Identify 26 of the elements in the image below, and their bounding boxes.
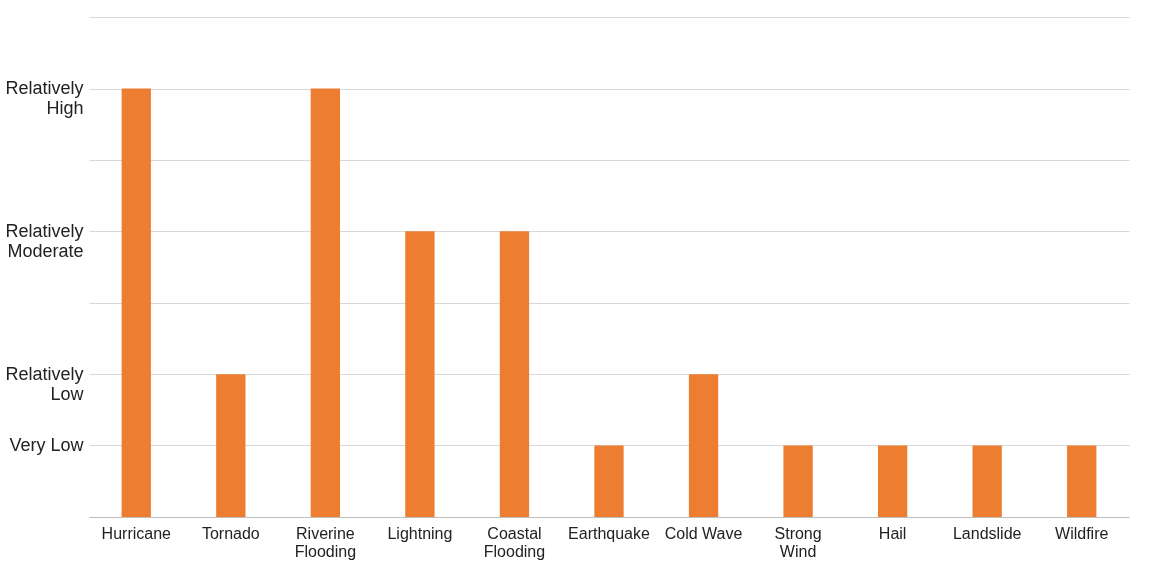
x-tick-label: Riverine Flooding bbox=[294, 524, 357, 560]
bar bbox=[972, 445, 1002, 517]
ref-line-label: Very Low bbox=[9, 434, 85, 455]
x-tick-label: Lightning bbox=[387, 524, 453, 542]
bar bbox=[405, 231, 435, 517]
bar bbox=[310, 88, 341, 517]
ref-line-label: Relatively Low bbox=[5, 363, 85, 404]
x-tick-label: Hail bbox=[878, 524, 907, 542]
bar bbox=[121, 88, 151, 517]
x-tick-label: Cold Wave bbox=[664, 524, 743, 542]
bar bbox=[594, 445, 624, 517]
x-tick-label: Hurricane bbox=[101, 524, 172, 542]
x-tick-label: Earthquake bbox=[568, 524, 651, 542]
bar bbox=[1067, 445, 1097, 517]
ref-line-label: Relatively Moderate bbox=[5, 220, 84, 261]
bar bbox=[688, 374, 719, 517]
x-tick-label: Coastal Flooding bbox=[483, 524, 546, 560]
x-tick-label: Tornado bbox=[201, 524, 260, 542]
x-tick-label: Strong Wind bbox=[774, 524, 822, 560]
ref-line-label: Relatively High bbox=[5, 78, 84, 119]
bar bbox=[877, 445, 908, 517]
bar bbox=[499, 231, 530, 517]
x-tick-label: Landslide bbox=[952, 524, 1022, 542]
x-tick-label: Wildfire bbox=[1055, 524, 1109, 542]
bar bbox=[216, 374, 246, 517]
bar bbox=[783, 445, 813, 517]
